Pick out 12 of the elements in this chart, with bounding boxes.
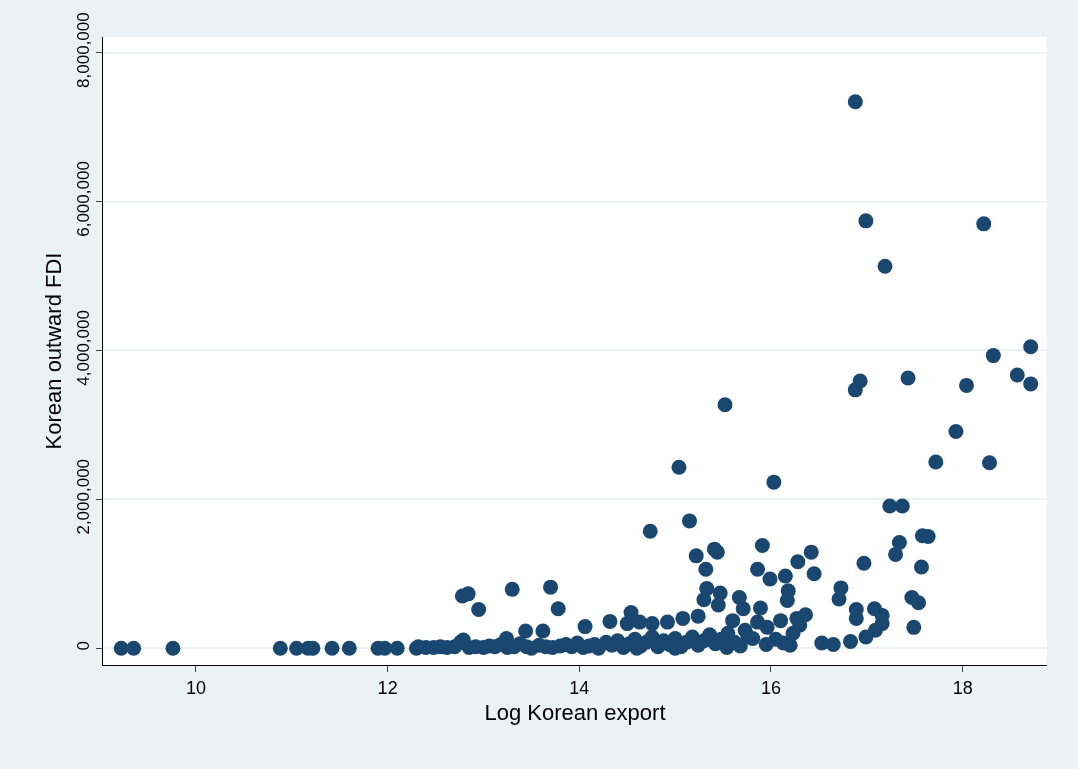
y-tick-label: 0 xyxy=(74,640,94,651)
x-tick-label: 10 xyxy=(185,677,206,698)
x-tick-label: 16 xyxy=(760,677,782,698)
x-tick-label: 12 xyxy=(377,677,398,698)
x-axis-title: Log Korean export xyxy=(484,700,666,726)
x-tick-label: 14 xyxy=(569,677,590,698)
y-axis-title: Korean outward FDI xyxy=(41,252,66,450)
y-tick-label: 2,000,000 xyxy=(74,458,94,535)
y-tick-label: 8,000,000 xyxy=(74,12,94,88)
x-tick-label: 18 xyxy=(952,677,973,698)
y-tick-label: 4,000,000 xyxy=(74,310,94,386)
y-tick-label: 6,000,000 xyxy=(74,161,94,237)
